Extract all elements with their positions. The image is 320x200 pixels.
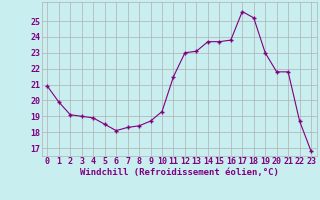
X-axis label: Windchill (Refroidissement éolien,°C): Windchill (Refroidissement éolien,°C) bbox=[80, 168, 279, 177]
